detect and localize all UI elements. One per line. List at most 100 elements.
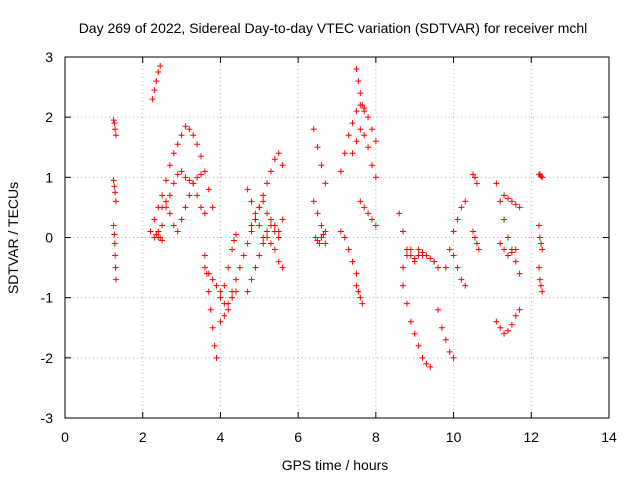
data-point-sat-e	[174, 141, 181, 148]
data-point-sat-z	[400, 228, 407, 235]
data-point-sat-u	[353, 108, 360, 115]
data-point-sat-e	[178, 132, 185, 139]
data-point-sat-e	[190, 132, 197, 139]
data-point-sat-e	[201, 168, 208, 175]
data-point-sat-o	[275, 258, 282, 265]
data-point-sat-ac	[446, 348, 453, 355]
data-point-sat-aj	[504, 195, 511, 202]
data-point-sat-k	[232, 276, 239, 283]
data-point-sat-h	[159, 237, 166, 244]
data-point-sat-p	[264, 210, 271, 217]
data-point-sat-ai	[501, 216, 508, 223]
data-point-sat-o	[252, 264, 259, 271]
data-point-sat-g	[194, 174, 201, 181]
data-point-sat-ab	[407, 246, 414, 253]
data-point-sat-ab	[411, 255, 418, 262]
x-tick-label: 0	[61, 429, 69, 445]
data-point-sat-u	[372, 138, 379, 145]
data-point-sat-f	[198, 204, 204, 211]
data-point-sat-an	[536, 276, 543, 283]
data-point-sat-l	[229, 294, 236, 301]
chart-title: Day 269 of 2022, Sidereal Day-to-day VTE…	[79, 20, 588, 36]
data-point-sat-q	[310, 126, 317, 133]
data-point-sat-f	[178, 168, 185, 175]
data-point-sat-an	[539, 288, 546, 295]
data-point-sat-k	[217, 318, 224, 325]
data-point-sat-f	[170, 180, 177, 187]
data-point-sat-v	[353, 66, 360, 73]
x-tick-label: 14	[601, 429, 617, 445]
data-point-sat-ah	[504, 327, 511, 334]
y-tick-label: 3	[45, 49, 53, 65]
x-tick-label: 8	[372, 429, 380, 445]
data-point-sat-an	[536, 264, 543, 271]
data-point-sat-u	[341, 150, 348, 157]
data-point-sat-z	[396, 210, 403, 217]
data-point-sat-l	[225, 306, 232, 313]
data-point-sat-b	[110, 177, 117, 184]
data-point-sat-e	[182, 123, 189, 130]
y-tick-label: 0	[45, 230, 53, 246]
data-point-sat-ad	[442, 264, 449, 271]
x-axis-label: GPS time / hours	[282, 457, 389, 473]
data-point-sat-ad	[454, 216, 461, 223]
data-point-sat-c	[111, 231, 118, 238]
grid	[65, 57, 609, 418]
data-point-sat-ah	[516, 306, 523, 313]
data-point-sat-ad	[450, 228, 457, 235]
data-point-sat-h	[157, 234, 164, 241]
data-point-sat-af	[471, 174, 478, 181]
data-point-sat-g	[159, 204, 166, 211]
data-point-sat-j	[213, 282, 220, 289]
data-point-sat-t	[353, 270, 360, 277]
data-point-sat-ak	[512, 246, 519, 253]
data-point-sat-ah	[501, 330, 508, 337]
data-point-sat-i	[201, 252, 208, 259]
data-point-sat-d	[155, 69, 162, 76]
data-point-sat-t	[345, 246, 352, 253]
data-point-sat-i	[205, 288, 212, 295]
data-point-sat-g	[182, 204, 189, 211]
data-point-sat-n	[264, 228, 271, 235]
data-point-sat-r	[322, 228, 329, 235]
data-point-sat-aa	[407, 318, 414, 325]
data-point-sat-b	[112, 198, 119, 205]
data-point-sat-ab	[403, 252, 410, 259]
data-point-sat-i	[207, 306, 214, 313]
data-point-sat-r	[314, 210, 321, 217]
data-point-sat-f	[159, 222, 166, 229]
data-point-sat-w	[357, 126, 364, 133]
data-point-sat-s	[312, 234, 319, 241]
data-point-sat-n	[252, 210, 259, 217]
data-point-sat-ah	[497, 324, 504, 331]
data-point-sat-n	[256, 222, 263, 229]
data-point-sat-e	[166, 162, 173, 169]
data-point-sat-o	[267, 240, 274, 247]
data-point-sat-p	[275, 234, 282, 241]
data-point-sat-g	[163, 198, 170, 205]
data-point-sat-n	[244, 186, 251, 193]
data-point-sat-aj	[516, 204, 523, 211]
data-point-sat-ak	[508, 249, 515, 256]
data-point-sat-ai	[504, 234, 511, 241]
data-point-sat-v	[361, 108, 368, 115]
data-point-sat-w	[349, 150, 356, 157]
data-point-sat-q	[314, 144, 321, 151]
data-point-sat-ak	[504, 252, 511, 259]
data-point-sat-z	[435, 264, 442, 271]
data-point-sat-l	[232, 288, 239, 295]
data-point-sat-s	[314, 237, 321, 244]
data-point-sat-o	[244, 288, 251, 295]
data-point-sat-e	[159, 192, 166, 199]
data-point-sat-p	[271, 228, 278, 235]
data-point-sat-p	[260, 198, 267, 205]
data-point-sat-j	[201, 264, 208, 271]
data-point-sat-k	[221, 312, 228, 319]
data-point-sat-ad	[446, 246, 453, 253]
data-point-sat-aj	[501, 192, 508, 199]
data-point-sat-d	[157, 63, 164, 70]
data-point-sat-k	[248, 228, 255, 235]
data-point-sat-e	[194, 141, 201, 148]
data-point-sat-b	[112, 189, 119, 196]
y-tick-label: -2	[41, 350, 54, 366]
